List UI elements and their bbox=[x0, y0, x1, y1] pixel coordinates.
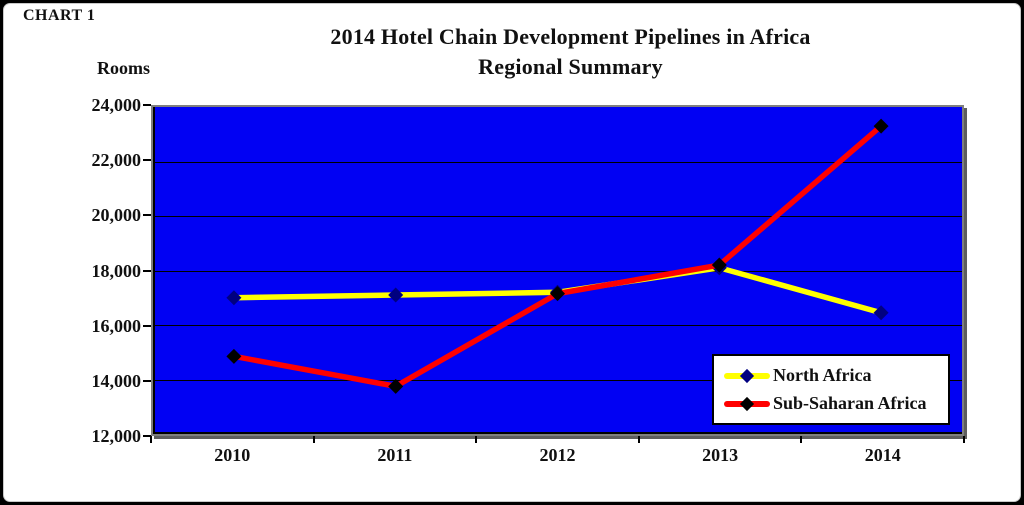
y-axis-tick bbox=[143, 104, 151, 106]
y-axis-tick-label: 24,000 bbox=[91, 95, 142, 115]
y-axis-tick-label: 16,000 bbox=[91, 315, 142, 336]
data-series-layer bbox=[226, 118, 889, 394]
chart-title: 2014 Hotel Chain Development Pipelines i… bbox=[164, 22, 977, 82]
x-axis-tick bbox=[475, 436, 478, 443]
y-axis-tick bbox=[143, 435, 151, 437]
y-axis-title: Rooms bbox=[97, 58, 150, 78]
diamond-marker-icon bbox=[739, 396, 755, 411]
x-axis-tick-label: 2010 bbox=[214, 445, 251, 465]
y-axis-tick-label: 14,000 bbox=[91, 370, 142, 391]
legend-label-sub-saharan-africa: Sub-Saharan Africa bbox=[773, 393, 927, 413]
data-point-marker-sub-saharan-africa-2013 bbox=[711, 257, 727, 273]
plot-area bbox=[151, 105, 964, 436]
y-axis-tick bbox=[143, 159, 151, 162]
legend-line-swatch-north-africa bbox=[724, 368, 770, 383]
y-axis-tick-label: 18,000 bbox=[91, 260, 142, 281]
legend-item-north-africa: North Africa bbox=[724, 365, 948, 385]
x-axis-tick-label: 2011 bbox=[377, 445, 413, 465]
x-axis-tick bbox=[312, 436, 315, 443]
data-point-marker-sub-saharan-africa-2012 bbox=[550, 286, 565, 302]
y-gridline bbox=[153, 216, 962, 217]
y-gridline bbox=[153, 161, 962, 163]
x-axis-tick bbox=[800, 436, 803, 443]
legend-item-sub-saharan-africa: Sub-Saharan Africa bbox=[724, 393, 948, 413]
x-axis-tick-label: 2014 bbox=[864, 445, 901, 465]
y-axis-tick bbox=[143, 214, 151, 217]
y-gridline bbox=[153, 325, 962, 326]
data-point-marker-sub-saharan-africa-2010 bbox=[226, 348, 242, 364]
y-gridline bbox=[153, 379, 962, 381]
data-point-marker-north-africa-2014 bbox=[873, 305, 889, 321]
x-axis-tick bbox=[963, 436, 965, 443]
y-axis-line bbox=[153, 107, 155, 434]
chart-title-line-2: Regional Summary bbox=[478, 54, 663, 79]
data-point-marker-north-africa-2010 bbox=[226, 290, 242, 306]
y-axis-tick bbox=[143, 379, 151, 382]
data-point-marker-sub-saharan-africa-2011 bbox=[388, 378, 404, 394]
data-point-marker-sub-saharan-africa-2014 bbox=[873, 118, 889, 134]
chart-title-line-1: 2014 Hotel Chain Development Pipelines i… bbox=[330, 24, 811, 49]
legend-label-north-africa: North Africa bbox=[773, 365, 872, 385]
legend-line-swatch-sub-saharan-africa bbox=[724, 396, 770, 411]
chart-number-label: CHART 1 bbox=[23, 7, 96, 24]
y-axis-tick bbox=[143, 269, 151, 272]
y-axis-tick-label: 20,000 bbox=[91, 205, 142, 226]
x-axis-tick bbox=[637, 436, 640, 443]
y-axis-tick bbox=[143, 324, 151, 327]
x-axis-line bbox=[153, 432, 962, 434]
x-axis-tick-label: 2013 bbox=[702, 445, 739, 465]
series-line-sub-saharan-africa bbox=[233, 123, 883, 390]
y-axis-tick-label: 12,000 bbox=[91, 426, 142, 446]
x-axis-tick-label: 2012 bbox=[539, 445, 576, 465]
y-gridline bbox=[153, 270, 962, 272]
data-point-marker-north-africa-2011 bbox=[388, 287, 404, 303]
y-axis-tick-label: 22,000 bbox=[91, 150, 142, 171]
x-axis-tick bbox=[150, 436, 152, 443]
legend: North Africa Sub-Saharan Africa bbox=[712, 354, 950, 425]
chart-panel: CHART 1 2014 Hotel Chain Development Pip… bbox=[3, 3, 1021, 502]
diamond-marker-icon bbox=[739, 368, 755, 383]
